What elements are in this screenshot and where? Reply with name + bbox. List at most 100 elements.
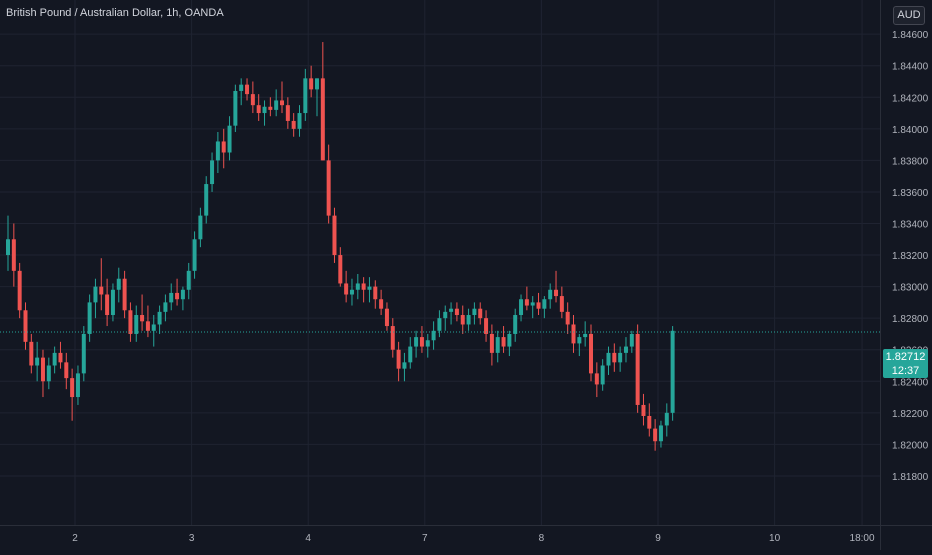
- candle: [536, 292, 541, 316]
- time-tick-label: 2: [72, 533, 78, 544]
- time-tick-label: 4: [305, 533, 311, 544]
- candle: [297, 105, 302, 137]
- candle: [239, 78, 244, 106]
- time-tick-label: 8: [539, 533, 545, 544]
- price-tick-label: 1.84600: [892, 30, 929, 41]
- candle: [425, 333, 430, 358]
- candle-body: [99, 286, 104, 295]
- candle-body: [169, 292, 174, 303]
- candle: [367, 277, 372, 303]
- candle: [46, 357, 51, 390]
- candle: [332, 207, 337, 263]
- candle-body: [641, 404, 646, 416]
- candle-body: [583, 333, 588, 338]
- candle-body: [239, 84, 244, 91]
- candle-body: [513, 315, 518, 334]
- candle-body: [589, 333, 593, 374]
- candle: [192, 231, 197, 279]
- candle: [93, 278, 98, 319]
- candle: [355, 273, 360, 300]
- candle: [379, 289, 384, 316]
- candle: [186, 262, 191, 300]
- candle-body: [419, 337, 424, 347]
- candle-body: [647, 415, 652, 429]
- candle: [571, 315, 576, 353]
- candle: [11, 223, 16, 287]
- candle: [559, 286, 564, 319]
- candle-body: [460, 315, 465, 325]
- candle-body: [618, 352, 623, 363]
- candle-body: [507, 333, 512, 347]
- candle-body: [554, 289, 559, 297]
- candle-body: [454, 308, 459, 316]
- candle-body: [484, 318, 489, 334]
- candle-body: [151, 324, 156, 331]
- price-tick-label: 1.83200: [892, 251, 929, 262]
- candle-body: [245, 84, 250, 95]
- candle-body: [414, 337, 419, 347]
- candle-body: [186, 270, 191, 290]
- candle: [221, 128, 226, 169]
- candle-body: [87, 302, 92, 334]
- candle-body: [658, 425, 663, 442]
- candle-body: [81, 333, 86, 374]
- candle: [519, 294, 524, 322]
- candle: [623, 337, 628, 363]
- candle-body: [297, 113, 302, 129]
- candle-body: [274, 100, 279, 110]
- candle-body: [495, 337, 500, 353]
- candle: [466, 308, 471, 331]
- candle-body: [320, 78, 325, 161]
- candle-body: [227, 125, 232, 153]
- currency-button[interactable]: AUD: [893, 6, 925, 25]
- candle-body: [635, 333, 640, 405]
- candle: [6, 215, 10, 271]
- candle-body: [198, 215, 203, 240]
- candle: [35, 341, 40, 382]
- candle-body: [384, 308, 389, 327]
- candle: [612, 343, 617, 372]
- candle: [589, 324, 593, 382]
- candle: [122, 270, 127, 319]
- candle: [52, 346, 57, 374]
- candle-body: [379, 299, 384, 309]
- candle: [437, 310, 442, 338]
- candle-body: [408, 346, 413, 363]
- price-tick-label: 1.81800: [892, 472, 929, 483]
- candle: [105, 278, 110, 327]
- candle: [396, 341, 401, 382]
- candle-body: [600, 365, 605, 385]
- candle-body: [472, 308, 477, 316]
- candle-body: [280, 100, 285, 106]
- time-tick-label: 7: [422, 533, 428, 544]
- candle-body: [303, 78, 308, 114]
- candle-body: [6, 239, 10, 256]
- candle: [449, 302, 454, 325]
- candle-body: [402, 362, 407, 369]
- candle: [344, 270, 349, 303]
- candle-body: [180, 289, 185, 300]
- candle: [64, 352, 69, 390]
- candle-body: [565, 311, 570, 325]
- candle: [175, 278, 180, 306]
- candle: [373, 280, 378, 309]
- candle-body: [437, 318, 442, 331]
- candle: [384, 302, 389, 331]
- price-tick-label: 1.82400: [892, 377, 929, 388]
- candle-body: [536, 302, 541, 309]
- candle-body: [338, 255, 343, 284]
- candle-body: [175, 292, 180, 300]
- candle: [507, 330, 512, 357]
- candle: [629, 330, 634, 353]
- candle: [75, 365, 80, 405]
- candle: [530, 296, 535, 319]
- candle: [554, 270, 559, 303]
- candle: [320, 42, 325, 161]
- candle: [309, 65, 314, 98]
- candle: [664, 403, 669, 437]
- candle: [460, 305, 465, 334]
- candle-body: [489, 333, 494, 353]
- candle-body: [291, 120, 296, 129]
